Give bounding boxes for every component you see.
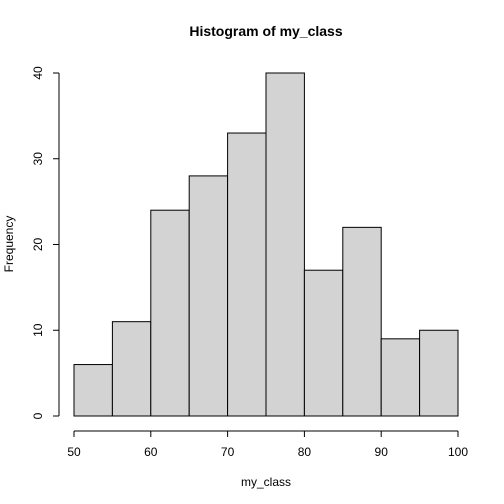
histogram-bar	[419, 329, 459, 417]
y-tick-label: 0	[31, 412, 45, 419]
histogram-bar	[188, 175, 229, 417]
histogram-bar	[111, 321, 152, 417]
y-axis-label: Frequency	[2, 216, 16, 273]
y-tick-label: 40	[31, 66, 45, 80]
y-tick-label: 20	[31, 238, 45, 252]
x-tick-label: 90	[375, 445, 389, 459]
x-tick-label: 60	[144, 445, 158, 459]
bars-group	[73, 72, 459, 417]
histogram-bar	[380, 338, 421, 417]
histogram-bar	[265, 72, 305, 417]
histogram-bar	[303, 269, 344, 417]
chart-title: Histogram of my_class	[189, 23, 342, 39]
x-tick-label: 50	[67, 445, 81, 459]
y-tick-label: 10	[31, 323, 45, 337]
x-tick-label: 70	[221, 445, 235, 459]
x-axis: 50 60 70 80 90 100	[67, 430, 468, 459]
x-tick-label: 100	[448, 445, 468, 459]
histogram-bar	[342, 226, 382, 417]
histogram-bar	[227, 132, 267, 417]
y-axis: 0 10 20 30 40	[31, 66, 60, 419]
histogram-bar	[150, 209, 190, 417]
y-tick-label: 30	[31, 152, 45, 166]
x-tick-label: 80	[298, 445, 312, 459]
histogram-bar	[73, 364, 113, 417]
x-axis-label: my_class	[241, 475, 291, 489]
